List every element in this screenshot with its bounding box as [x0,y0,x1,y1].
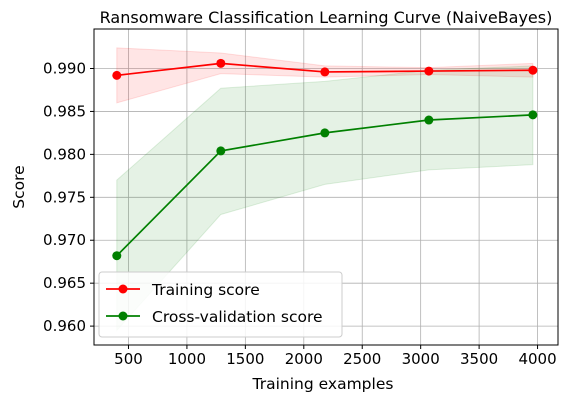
cv-score-point [112,251,122,261]
legend-training-marker [118,284,128,294]
chart-title: Ransomware Classification Learning Curve… [100,8,553,27]
legend-training-label: Training score [151,281,260,299]
x-tick-label: 2500 [343,350,381,368]
point-layer [112,58,538,261]
cv-score-point [424,115,434,125]
training-score-point [112,70,122,80]
legend-cv-marker [118,311,128,321]
plot-frame [93,28,559,346]
training-score-point [424,66,434,76]
x-tick-label: 3500 [460,350,498,368]
grid-layer [94,29,558,345]
cv-score-point [320,128,330,138]
y-tick-label: 0.985 [43,102,86,120]
y-tick-label: 0.970 [43,231,86,249]
y-axis-title: Score [10,165,28,208]
x-tick-label: 2000 [285,350,323,368]
legend-cv-label: Cross-validation score [152,308,323,326]
y-tick-label: 0.990 [43,60,86,78]
training-score-point [216,58,226,68]
y-tick-label: 0.975 [43,188,86,206]
cv-score-band [116,65,534,332]
cv-score-point [216,146,226,156]
y-tick-label: 0.980 [43,145,86,163]
x-tick-label: 3000 [402,350,440,368]
y-axis-ticks: 0.960 0.965 0.970 0.975 0.980 0.985 0.990 [43,60,94,335]
y-tick-label: 0.960 [43,317,86,335]
y-tick-label: 0.965 [43,274,86,292]
x-axis-title: Training examples [252,375,394,393]
legend-box [98,271,343,338]
x-tick-label: 500 [114,350,143,368]
x-tick-label: 4000 [518,350,556,368]
training-score-point [528,65,538,75]
x-axis-ticks: 500 1000 1500 2000 2500 3000 3500 4000 [114,345,557,368]
training-score-point [320,67,330,77]
x-tick-label: 1000 [168,350,206,368]
legend: Training score Cross-validation score [98,271,343,338]
x-tick-label: 1500 [226,350,264,368]
cv-score-point [528,110,538,120]
